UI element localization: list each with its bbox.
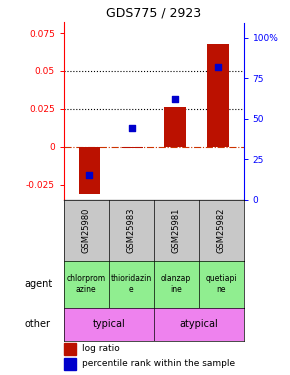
Text: GSM25980: GSM25980 <box>82 207 91 253</box>
Point <box>130 125 135 131</box>
Point <box>173 96 177 102</box>
Bar <box>164 107 186 147</box>
Bar <box>64 358 76 370</box>
Text: agent: agent <box>24 279 52 289</box>
Point <box>215 64 220 70</box>
Bar <box>64 343 76 354</box>
Text: chlorprom
azine: chlorprom azine <box>67 274 106 294</box>
Text: other: other <box>24 319 50 329</box>
Text: typical: typical <box>93 319 125 329</box>
Text: olanzap
ine: olanzap ine <box>161 274 191 294</box>
Bar <box>207 44 229 147</box>
Title: GDS775 / 2923: GDS775 / 2923 <box>106 7 201 20</box>
Text: percentile rank within the sample: percentile rank within the sample <box>82 360 235 369</box>
Point <box>87 172 92 178</box>
Text: GSM25982: GSM25982 <box>217 207 226 253</box>
Text: GSM25981: GSM25981 <box>172 207 181 253</box>
Text: log ratio: log ratio <box>82 344 119 353</box>
Text: quetiapi
ne: quetiapi ne <box>205 274 237 294</box>
Bar <box>122 147 143 148</box>
Text: GSM25983: GSM25983 <box>127 207 136 253</box>
Text: atypical: atypical <box>179 319 218 329</box>
Text: thioridazin
e: thioridazin e <box>110 274 152 294</box>
Bar <box>79 147 100 194</box>
